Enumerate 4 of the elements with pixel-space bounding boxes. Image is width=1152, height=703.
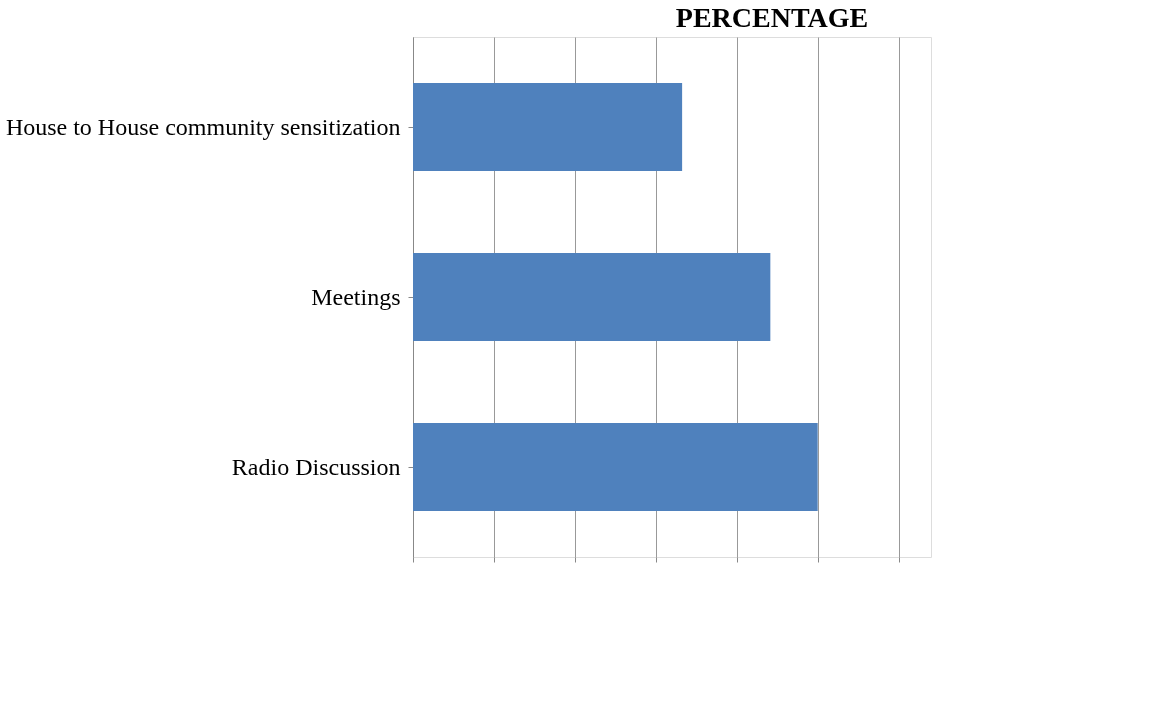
y-tick-label: Radio Discussion (231, 453, 401, 480)
y-tick-label: House to House community sensitization (5, 113, 401, 140)
chart-title: PERCENTAGE (675, 2, 869, 33)
y-tick-label: Meetings (311, 283, 401, 310)
